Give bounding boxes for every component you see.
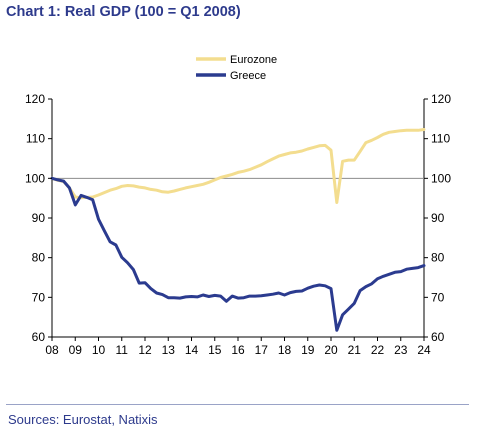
- y-tick-label-right: 60: [431, 330, 445, 344]
- y-tick-label-right: 90: [431, 211, 445, 225]
- x-tick-label: 09: [69, 343, 83, 357]
- series-line-eurozone: [50, 128, 426, 204]
- x-tick-label: 17: [255, 343, 269, 357]
- line-chart: 60 70 80 90 100 110 120 60 70 80 90 100 110 120 08 09…: [25, 54, 451, 357]
- x-tick-label: 12: [138, 343, 152, 357]
- y-tick-label-right: 110: [431, 132, 450, 146]
- x-tick-label: 11: [116, 343, 129, 357]
- legend: Eurozone Greece: [196, 54, 277, 82]
- y-tick-label-left: 80: [32, 251, 46, 265]
- y-axis-left: 60 70 80 90 100 110 120: [25, 92, 52, 344]
- legend-label-greece: Greece: [230, 70, 266, 82]
- x-tick-label: 23: [394, 343, 408, 357]
- y-tick-label-left: 90: [32, 211, 46, 225]
- y-axis-right: 60 70 80 90 100 110 120: [424, 92, 451, 344]
- y-tick-label-left: 100: [25, 171, 45, 185]
- y-tick-label-right: 100: [431, 171, 451, 185]
- x-tick-label: 08: [45, 343, 59, 357]
- x-tick-label: 18: [278, 343, 292, 357]
- x-tick-label: 19: [301, 343, 315, 357]
- x-tick-label: 15: [208, 343, 222, 357]
- y-tick-label-right: 70: [431, 290, 445, 304]
- y-tick-label-left: 110: [26, 132, 45, 146]
- series-line-greece: [50, 176, 426, 332]
- legend-label-eurozone: Eurozone: [230, 54, 277, 66]
- y-tick-label-right: 120: [431, 92, 451, 106]
- x-tick-label: 22: [371, 343, 385, 357]
- y-tick-label-right: 80: [431, 251, 445, 265]
- y-tick-label-left: 120: [25, 92, 45, 106]
- source-note: Sources: Eurostat, Natixis: [8, 412, 158, 427]
- x-axis: 08 09 10 11 12 13 14 15 16 17 18 19 20 21 22 23 24: [45, 337, 431, 357]
- plot-area: [51, 99, 425, 338]
- x-tick-label: 16: [231, 343, 245, 357]
- y-tick-label-left: 60: [32, 330, 46, 344]
- x-tick-label: 10: [92, 343, 106, 357]
- x-tick-label: 13: [162, 343, 176, 357]
- y-tick-label-left: 70: [32, 290, 46, 304]
- series-layer: [50, 128, 426, 332]
- footer-divider: [6, 404, 469, 405]
- x-tick-label: 24: [417, 343, 431, 357]
- x-tick-label: 20: [324, 343, 338, 357]
- x-tick-label: 14: [185, 343, 199, 357]
- x-tick-label: 21: [348, 343, 362, 357]
- chart-title: Chart 1: Real GDP (100 = Q1 2008): [6, 4, 241, 20]
